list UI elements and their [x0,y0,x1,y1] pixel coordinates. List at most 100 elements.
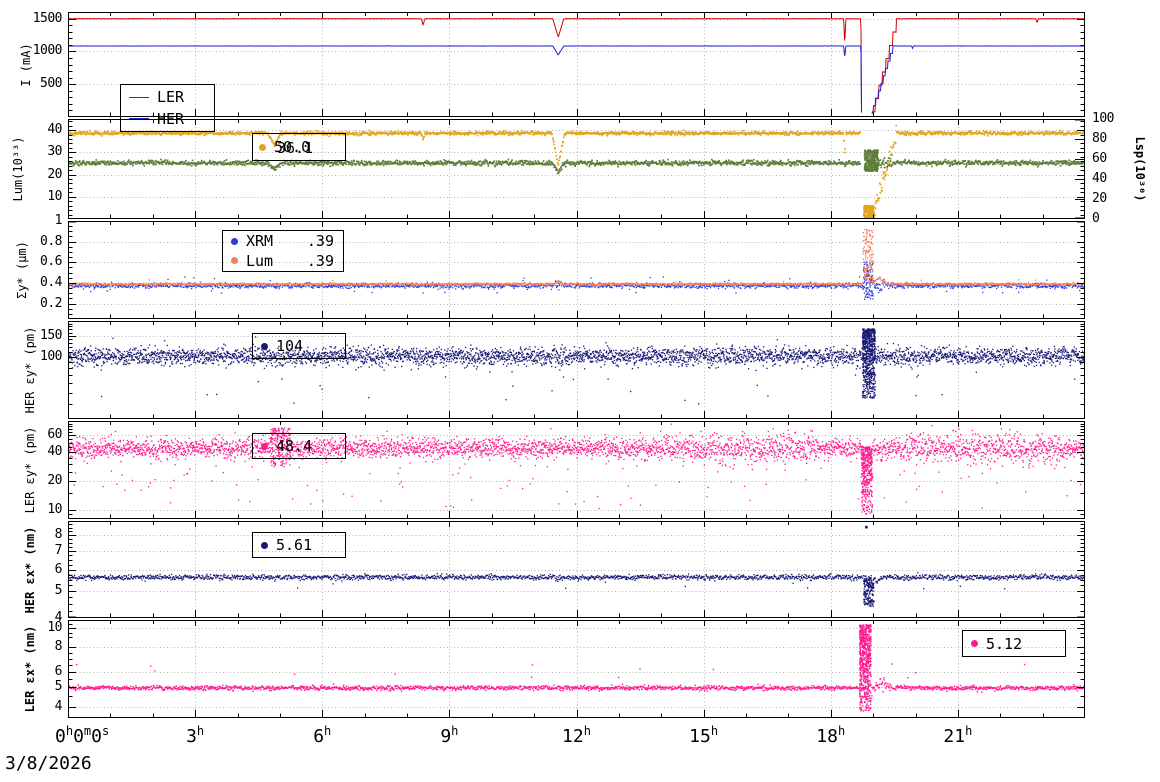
y-tick-label: 40 [47,122,62,138]
panel-luminosity [68,119,1085,219]
legend-entry-value: 5.61 [276,536,313,554]
legend-dot-marker [259,143,266,151]
x-tick-sup: h [65,724,74,738]
y-axis-label-beam-current: I (mA) [19,42,33,87]
legend-entry-value: HER [157,109,185,128]
legend-entry: HER [121,110,214,128]
y-axis-label-her-ey: HER εy* (pm) [23,326,37,414]
right-axis-label: Lsp(10³⁰) [1133,136,1147,202]
y-tick-label: 100 [40,348,62,364]
y-tick-label: 0.4 [40,274,62,290]
legend-dot-marker [261,442,268,450]
legend-entry: 104 [253,337,345,355]
y-tick-label: 60 [47,427,62,443]
legend-line-marker [129,118,149,120]
y-axis-label-her-ex: HER εx* (nm) [23,526,37,613]
panel-canvas-luminosity [68,119,1085,219]
y-tick-label: 0.2 [40,295,62,311]
legend-entry-value: LER [157,88,185,107]
legend-dot-marker [231,257,238,265]
legend-dot-marker [971,640,978,647]
x-tick-label: 15h [689,724,719,747]
legend-luminosity: 50.0 36.1 [252,133,346,161]
legend-dot-marker [261,342,268,350]
y-tick-label: 4 [54,698,63,714]
legend-entry-value: 5.12 [986,634,1023,653]
y-axis-label-ler-ex: LER εx* (nm) [23,625,37,713]
date-label: 3/8/2026 [5,753,92,774]
legend-ler-ey: 48.4 [252,433,346,459]
legend-entry-value: 48.4 [276,437,313,455]
y-tick-label: 20 [47,473,62,488]
legend-ler-ex: 5.12 [962,630,1066,657]
y-tick-label: 1 [54,213,63,228]
right-tick-label: 40 [1092,171,1107,186]
y-tick-label: 1000 [32,43,63,59]
y-tick-label: 8 [54,527,63,543]
legend-entry-name: Lum [246,251,274,270]
y-tick-label: 10 [47,188,62,204]
panel-ler-ex [68,620,1085,718]
x-tick-sup: h [965,724,973,738]
legend-entry-value: 36.1 [277,139,314,157]
y-tick-label: 5 [54,583,63,599]
x-tick-label: 21h [943,724,973,747]
y-tick-label: 5 [54,679,63,695]
legend-entry: 36.1 [262,139,313,157]
panel-ler-ey [68,421,1085,519]
x-tick-sup: h [451,724,459,738]
y-tick-label: 10 [47,501,62,517]
panel-her-ey [68,321,1085,419]
legend-entry-name: XRM [246,232,274,251]
legend-line-marker [129,96,149,98]
legend-her-ey: 104 [252,333,346,359]
x-tick-sup: s [102,724,110,738]
x-tick-sup: h [710,724,719,738]
legend-entry-value: 104 [276,337,304,355]
y-tick-label: 6 [54,561,63,577]
x-tick-sup: h [324,724,332,738]
panel-sigma-y [68,221,1085,319]
panel-her-ex [68,521,1085,618]
y-tick-label: 10 [47,620,62,636]
legend-entry: XRM .39 [223,232,343,250]
y-tick-label: 8 [54,639,63,655]
legend-entry-value: .39 [306,232,334,251]
x-tick-sup: h [583,724,591,738]
x-tick-label: 6h [313,724,332,747]
y-tick-label: 30 [47,144,62,160]
legend-entry-value: .39 [306,251,334,270]
panel-canvas-her-ex [68,521,1085,618]
legend-entry: 48.4 [253,437,345,455]
y-tick-label: 500 [40,76,62,92]
y-tick-label: 6 [54,663,63,679]
y-tick-label: 0.8 [40,233,62,249]
y-tick-label: 40 [47,444,62,460]
x-tick-label: 0h0m0s [55,724,110,747]
y-axis-label-luminosity: Lum(10³³) [11,136,25,202]
right-tick-label: 20 [1092,191,1107,206]
y-tick-label: 4 [54,610,63,625]
right-tick-label: 100 [1092,111,1114,126]
legend-her-ex: 5.61 [252,532,346,558]
right-tick-label: 80 [1092,131,1107,146]
x-tick-label: 3h [186,724,205,747]
panel-canvas-beam-current [68,12,1085,117]
panel-beam-current [68,12,1085,117]
legend-entry: 5.12 [963,635,1065,653]
x-tick-sup: m [83,724,92,738]
legend-entry: 5.61 [253,536,345,554]
y-tick-label: 150 [40,327,62,343]
x-tick-label: 12h [562,724,591,747]
panel-canvas-her-ey [68,321,1085,419]
legend-entry-value: 50.0 [274,138,311,156]
panel-canvas-ler-ey [68,421,1085,519]
panel-canvas-ler-ex [68,620,1085,718]
legend-entry: LER [121,88,214,106]
y-axis-label-ler-ey: LER εy* (pm) [23,426,37,514]
y-axis-label-sigma-y: Σy* (μm) [15,241,29,299]
x-tick-label: 9h [440,724,459,747]
panel-canvas-sigma-y [68,221,1085,319]
y-tick-label: 1500 [32,10,63,26]
